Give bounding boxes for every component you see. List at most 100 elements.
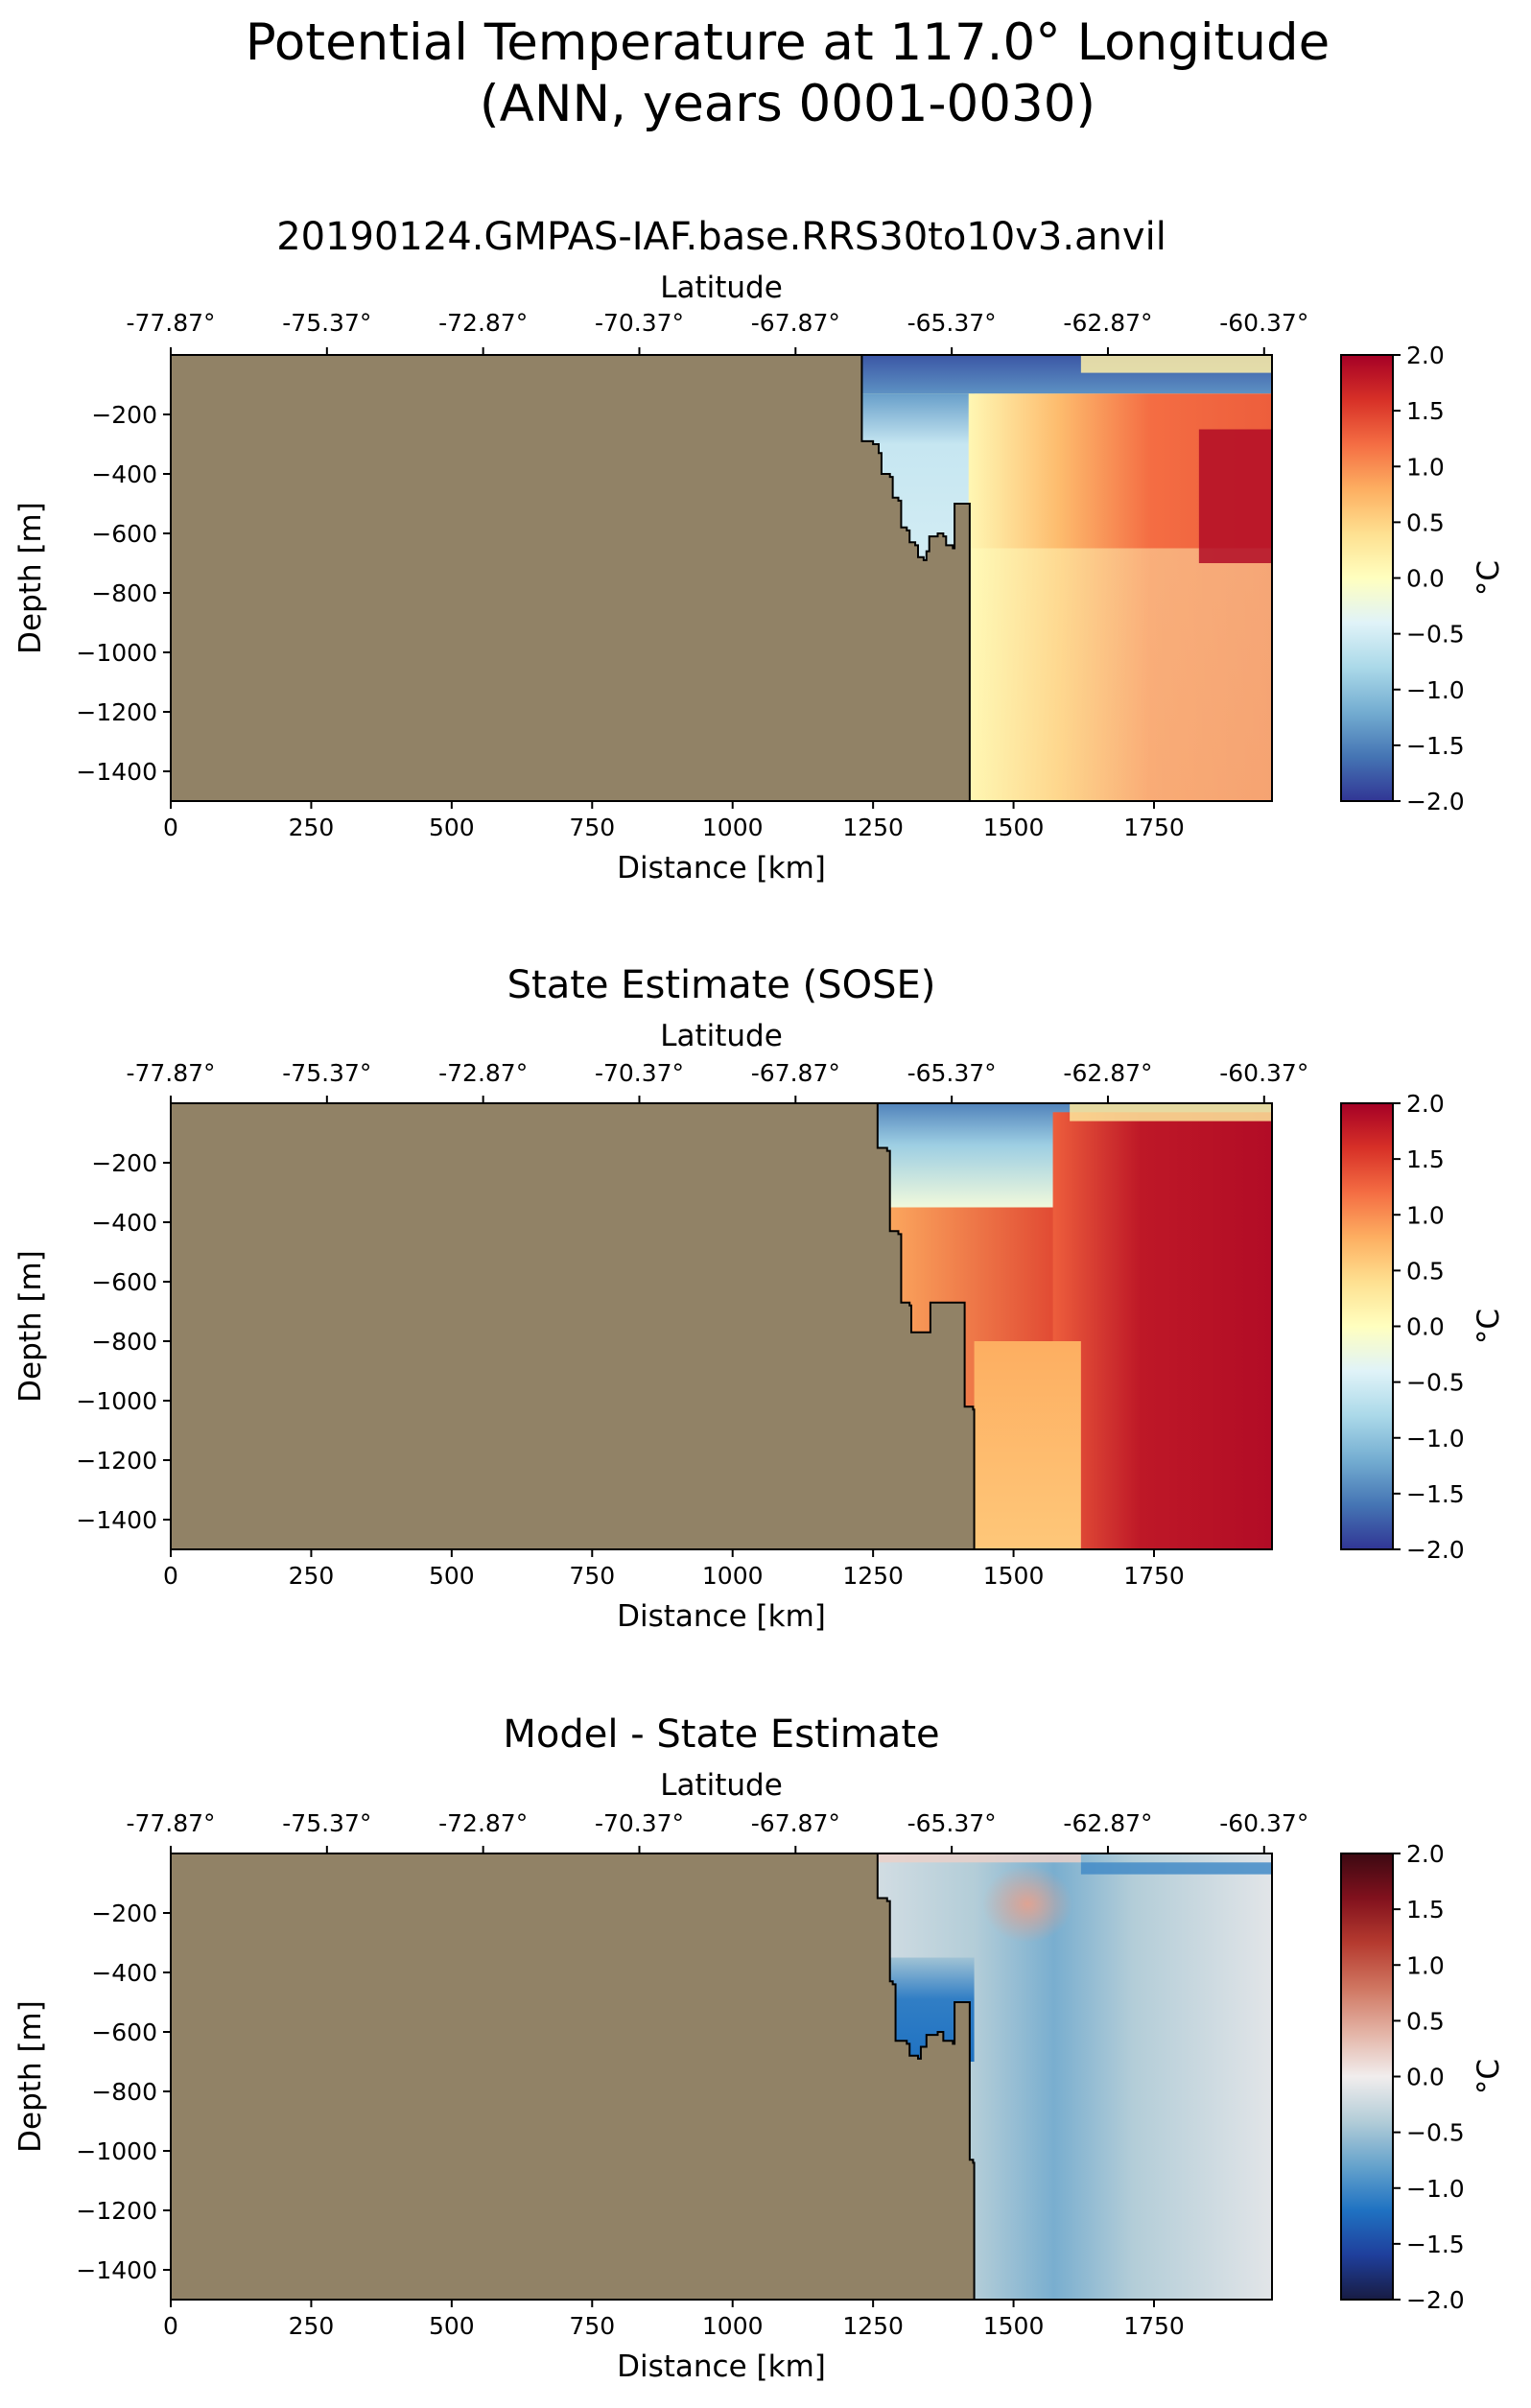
colorbar-tick-label: 0.0 (1406, 2064, 1445, 2091)
y-axis-label: Depth [m] (13, 502, 48, 654)
y-tick-label: −1400 (76, 758, 157, 786)
y-axis-label: Depth [m] (13, 2000, 48, 2153)
lat-tick-label: -60.37° (1219, 1809, 1308, 1837)
x-tick-label: 1250 (842, 814, 904, 841)
colorbar-tick-label: 2.0 (1406, 1090, 1445, 1118)
y-tick-label: −1200 (76, 2197, 157, 2225)
land-mask (171, 1103, 976, 1549)
field-region (974, 1341, 1081, 1549)
x-tick-label: 0 (163, 2312, 178, 2340)
x-tick-label: 1000 (702, 814, 764, 841)
x-tick-label: 750 (569, 814, 615, 841)
colorbar-tick-label: −0.5 (1406, 621, 1465, 649)
colorbar-tick-label: 1.5 (1406, 1145, 1445, 1173)
x-tick-label: 0 (163, 814, 178, 841)
y-tick-label: −1400 (76, 2256, 157, 2284)
lat-tick-label: -65.37° (907, 1809, 997, 1837)
colorbar-tick-label: 0.0 (1406, 565, 1445, 593)
y-tick-label: −200 (91, 1900, 157, 1927)
y-tick-label: −1200 (76, 698, 157, 726)
panel-title: 20190124.GMPAS-IAF.base.RRS30to10v3.anvi… (276, 215, 1166, 259)
lat-tick-label: -62.87° (1063, 309, 1152, 337)
x-tick-label: 1250 (842, 2312, 904, 2340)
x-tick-label: 500 (429, 814, 475, 841)
x-tick-label: 500 (429, 2312, 475, 2340)
lat-tick-label: -70.37° (595, 309, 684, 337)
panel-title: State Estimate (SOSE) (507, 963, 936, 1007)
colorbar-tick-label: 1.5 (1406, 397, 1445, 425)
colorbar-tick-label: 1.5 (1406, 1896, 1445, 1924)
colorbar-tick-label: −2.0 (1406, 2286, 1465, 2314)
x-tick-label: 1750 (1123, 1562, 1185, 1590)
y-tick-label: −600 (91, 1268, 157, 1296)
panel-2: Model - State Estimate 0 250 500 750 1000 1250… (13, 1712, 1506, 2384)
lat-tick-label: -65.37° (907, 309, 997, 337)
lat-axis-label: Latitude (660, 271, 783, 305)
lat-tick-label: -62.87° (1063, 1059, 1152, 1087)
lat-tick-label: -70.37° (595, 1059, 684, 1087)
lat-tick-label: -77.87° (126, 309, 215, 337)
lat-tick-label: -77.87° (126, 1059, 215, 1087)
colorbar-tick-label: −1.0 (1406, 676, 1465, 704)
lat-axis-label: Latitude (660, 1019, 783, 1053)
lat-tick-label: -67.87° (751, 1809, 840, 1837)
colorbar-tick-label: 1.0 (1406, 1951, 1445, 1979)
lat-tick-label: -75.37° (282, 309, 371, 337)
field-region (1080, 1862, 1272, 1875)
figure-title-line1: Potential Temperature at 117.0° Longitud… (246, 13, 1330, 72)
y-tick-label: −800 (91, 1328, 157, 1356)
colorbar-tick-label: 0.5 (1406, 508, 1445, 536)
x-tick-label: 1000 (702, 2312, 764, 2340)
lat-tick-label: -62.87° (1063, 1809, 1152, 1837)
lat-tick-label: -70.37° (595, 1809, 684, 1837)
x-tick-label: 1750 (1123, 2312, 1185, 2340)
lat-tick-label: -72.87° (438, 1059, 528, 1087)
colorbar-tick-label: 0.5 (1406, 1257, 1445, 1285)
x-tick-label: 250 (289, 1562, 335, 1590)
field-region (1080, 355, 1272, 373)
y-tick-label: −200 (91, 401, 157, 429)
colorbar-tick-label: −1.5 (1406, 2231, 1465, 2258)
x-tick-label: 1250 (842, 1562, 904, 1590)
y-tick-label: −600 (91, 520, 157, 548)
colorbar-tick-label: −1.5 (1406, 1480, 1465, 1508)
y-tick-label: −1400 (76, 1506, 157, 1534)
lat-tick-label: -60.37° (1219, 309, 1308, 337)
x-tick-label: 1500 (983, 814, 1045, 841)
colorbar-tick-label: −1.0 (1406, 1425, 1465, 1452)
lat-tick-label: -77.87° (126, 1809, 215, 1837)
y-tick-label: −1000 (76, 2137, 157, 2165)
x-axis-label: Distance [km] (617, 851, 826, 885)
colorbar-tick-label: −1.5 (1406, 732, 1465, 760)
y-tick-label: −800 (91, 2078, 157, 2106)
lat-tick-label: -72.87° (438, 309, 528, 337)
panels: 20190124.GMPAS-IAF.base.RRS30to10v3.anvi… (13, 215, 1506, 2384)
colorbar-tick-label: 0.5 (1406, 2007, 1445, 2035)
y-tick-label: −600 (91, 2018, 157, 2046)
y-tick-label: −400 (91, 1959, 157, 1987)
lat-axis-label: Latitude (660, 1768, 783, 1803)
colorbar-tick-label: 0.0 (1406, 1313, 1445, 1341)
y-tick-label: −1200 (76, 1447, 157, 1475)
x-tick-label: 250 (289, 814, 335, 841)
y-tick-label: −1000 (76, 1387, 157, 1415)
lat-tick-label: -67.87° (751, 309, 840, 337)
lat-tick-label: -65.37° (907, 1059, 997, 1087)
field-region (1070, 1103, 1272, 1121)
field-region (1198, 429, 1272, 563)
field-anomaly (982, 1865, 1073, 1943)
lat-tick-label: -75.37° (282, 1059, 371, 1087)
colorbar-tick-label: −1.0 (1406, 2175, 1465, 2203)
colorbar-tick-label: −2.0 (1406, 788, 1465, 815)
panel-0: 20190124.GMPAS-IAF.base.RRS30to10v3.anvi… (13, 215, 1506, 885)
colorbar-tick-label: 1.0 (1406, 1201, 1445, 1229)
axes-frame (170, 1102, 1273, 1550)
colorbar-tick-label: 2.0 (1406, 342, 1445, 369)
land-mask (171, 1853, 976, 2300)
land-mask (171, 355, 971, 801)
colorbar-label: °C (1472, 560, 1506, 596)
field-region (1052, 1112, 1272, 1549)
colorbar-tick-label: −0.5 (1406, 2119, 1465, 2147)
x-tick-label: 750 (569, 2312, 615, 2340)
x-tick-label: 1500 (983, 2312, 1045, 2340)
